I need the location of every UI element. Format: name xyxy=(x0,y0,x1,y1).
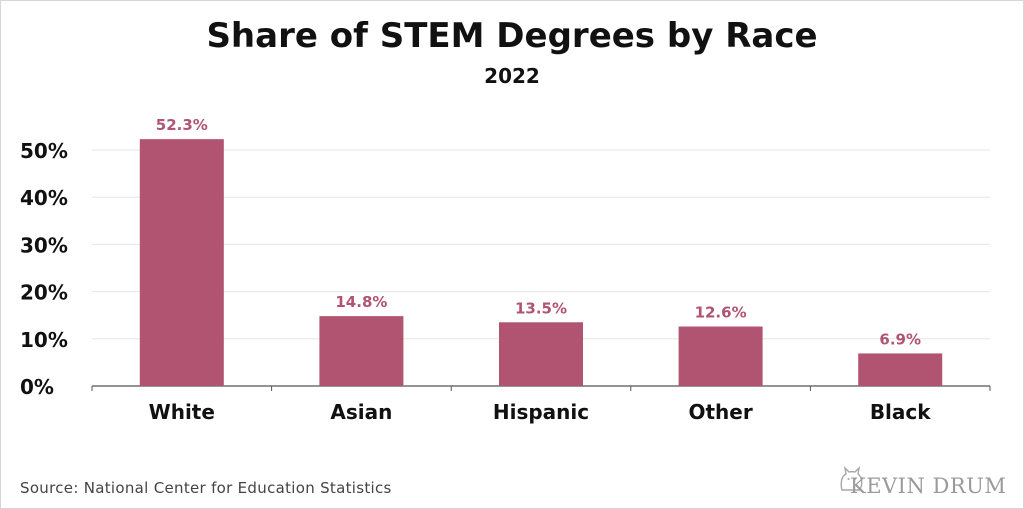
bar-asian xyxy=(319,316,404,386)
watermark-logo: KEVIN DRUM xyxy=(836,462,1006,502)
data-label: 12.6% xyxy=(695,304,747,322)
cat-icon xyxy=(840,465,863,491)
y-tick-label: 10% xyxy=(20,328,68,352)
y-tick-label: 30% xyxy=(20,233,68,257)
x-tick-label: White xyxy=(149,400,215,424)
chart-title: Share of STEM Degrees by Race xyxy=(206,16,818,56)
data-label: 13.5% xyxy=(515,299,567,317)
chart-subtitle: 2022 xyxy=(484,64,540,88)
x-tick-label: Asian xyxy=(330,400,392,424)
y-tick-label: 50% xyxy=(20,139,68,163)
y-tick-label: 20% xyxy=(20,281,68,305)
bar-hispanic xyxy=(499,322,583,386)
x-tick-label: Other xyxy=(688,400,752,424)
data-label: 52.3% xyxy=(156,116,208,134)
data-label: 6.9% xyxy=(879,330,921,348)
bar-white xyxy=(139,139,224,386)
bar-other xyxy=(678,326,763,386)
source-note: Source: National Center for Education St… xyxy=(20,479,392,497)
y-tick-label: 0% xyxy=(20,375,54,399)
x-tick-label: Hispanic xyxy=(493,400,589,424)
bar-black xyxy=(858,353,943,386)
data-label: 14.8% xyxy=(335,293,387,311)
y-tick-label: 40% xyxy=(20,186,68,210)
watermark-text: KEVIN DRUM xyxy=(850,474,1007,498)
x-tick-label: Black xyxy=(870,400,931,424)
